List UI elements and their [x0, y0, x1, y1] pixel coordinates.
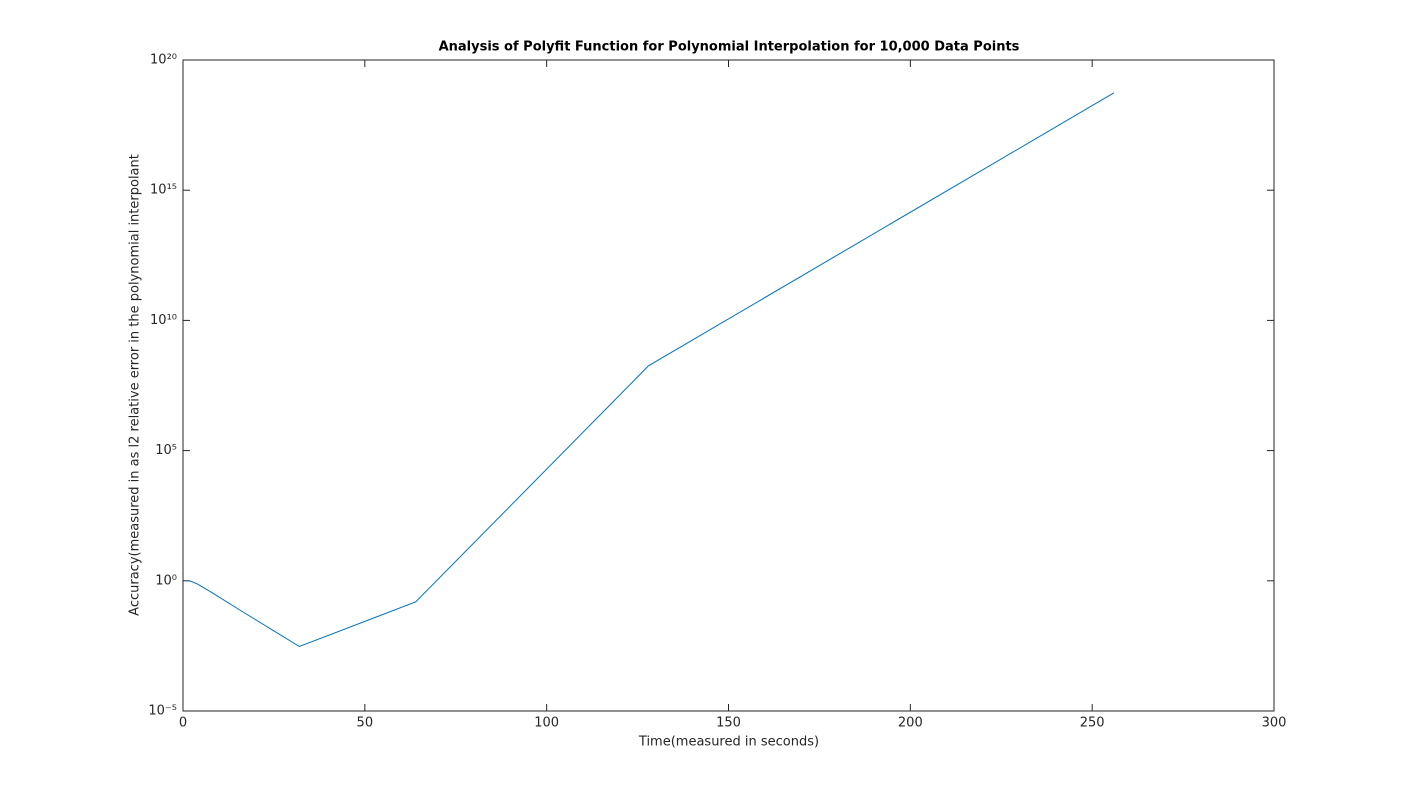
- y-tick-label: 10¹⁰: [150, 313, 177, 328]
- x-tick-label: 100: [534, 716, 559, 731]
- y-tick-label: 10⁵: [155, 443, 177, 458]
- x-tick-label: 0: [179, 716, 187, 731]
- y-tick-label: 10⁰: [155, 573, 177, 588]
- x-axis-label: Time(measured in seconds): [638, 735, 819, 750]
- y-tick-label: 10²⁰: [150, 53, 177, 68]
- x-tick-label: 150: [716, 716, 741, 731]
- x-tick-label: 50: [357, 716, 374, 731]
- x-tick-label: 300: [1262, 716, 1287, 731]
- y-axis-label: Accuracy(measured in as l2 relative erro…: [128, 154, 143, 616]
- x-tick-label: 250: [1080, 716, 1105, 731]
- line-series: [186, 92, 1115, 648]
- x-tick-label: 200: [898, 716, 923, 731]
- y-tick-label: 10⁻⁵: [148, 704, 177, 719]
- y-tick-label: 10¹⁵: [150, 183, 177, 198]
- chart-title: Analysis of Polyfit Function for Polynom…: [439, 40, 1020, 55]
- plot-frame: [182, 59, 1275, 712]
